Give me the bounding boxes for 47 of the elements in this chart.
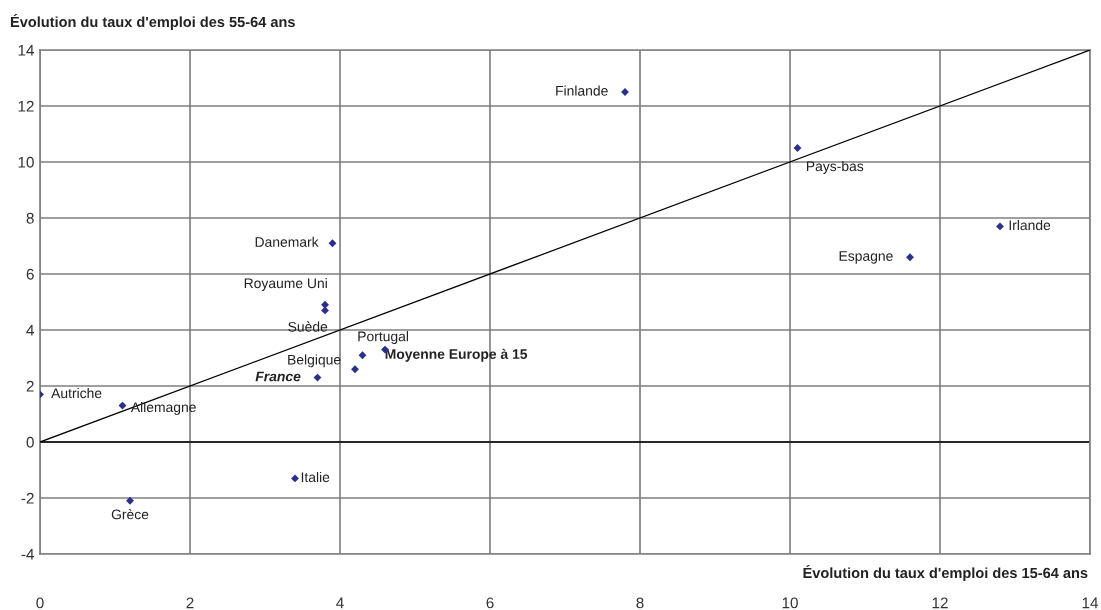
y-tick-label: 4	[26, 325, 34, 336]
x-axis-title: Évolution du taux d'emploi des 15-64 ans	[803, 565, 1088, 581]
annotation: Finlande	[556, 85, 608, 96]
x-tick-label: 8	[636, 597, 644, 609]
annotation: Irlande	[1009, 219, 1051, 231]
x-tick-label: 14	[1082, 597, 1099, 609]
annotation: Moyenne Europe à 15	[385, 348, 528, 362]
x-tick-label: 10	[782, 597, 798, 609]
y-tick-label: 2	[26, 380, 34, 392]
x-tick-label: 2	[186, 597, 194, 609]
annotation: Grèce	[111, 508, 149, 520]
point	[351, 365, 359, 374]
point	[996, 222, 1004, 231]
y-tick-label: 12	[18, 100, 34, 112]
point	[118, 401, 127, 410]
annotation: Autriche	[51, 387, 102, 399]
y-tick-label: 8	[26, 212, 34, 224]
annotation: Allemagne	[130, 401, 196, 415]
x-tick-label: 6	[486, 597, 494, 609]
point	[126, 496, 134, 505]
point	[321, 306, 329, 315]
annotation: Suède	[288, 321, 328, 332]
annotation: Pays-bas	[806, 160, 864, 174]
annotation: Portugal	[358, 331, 409, 345]
annotation: Royaume Uni	[244, 277, 327, 291]
annotation: Danemark	[255, 236, 319, 247]
y-tick-label: 6	[26, 268, 34, 280]
y-tick-label: 0	[26, 436, 34, 448]
point	[313, 373, 322, 382]
point	[328, 239, 337, 248]
x-tick-label: 12	[932, 597, 948, 609]
point	[906, 253, 914, 262]
point	[321, 300, 329, 309]
annotation: Belgique	[288, 354, 341, 368]
point	[291, 474, 299, 483]
y-tick-label: 10	[18, 156, 34, 168]
point	[358, 351, 367, 360]
x-tick-label: 4	[336, 597, 344, 609]
point	[793, 144, 802, 152]
y-axis-title: Évolution du taux d'emploi des 55-64 ans	[10, 14, 295, 30]
annotation: Italie	[301, 471, 330, 483]
y-tick-label: -2	[21, 492, 34, 504]
annotation: Espagne	[839, 251, 893, 264]
annotation: France	[255, 371, 301, 382]
y-tick-label: -4	[21, 549, 34, 560]
x-tick-label: 0	[36, 597, 44, 609]
y-tick-label: 14	[18, 45, 34, 56]
